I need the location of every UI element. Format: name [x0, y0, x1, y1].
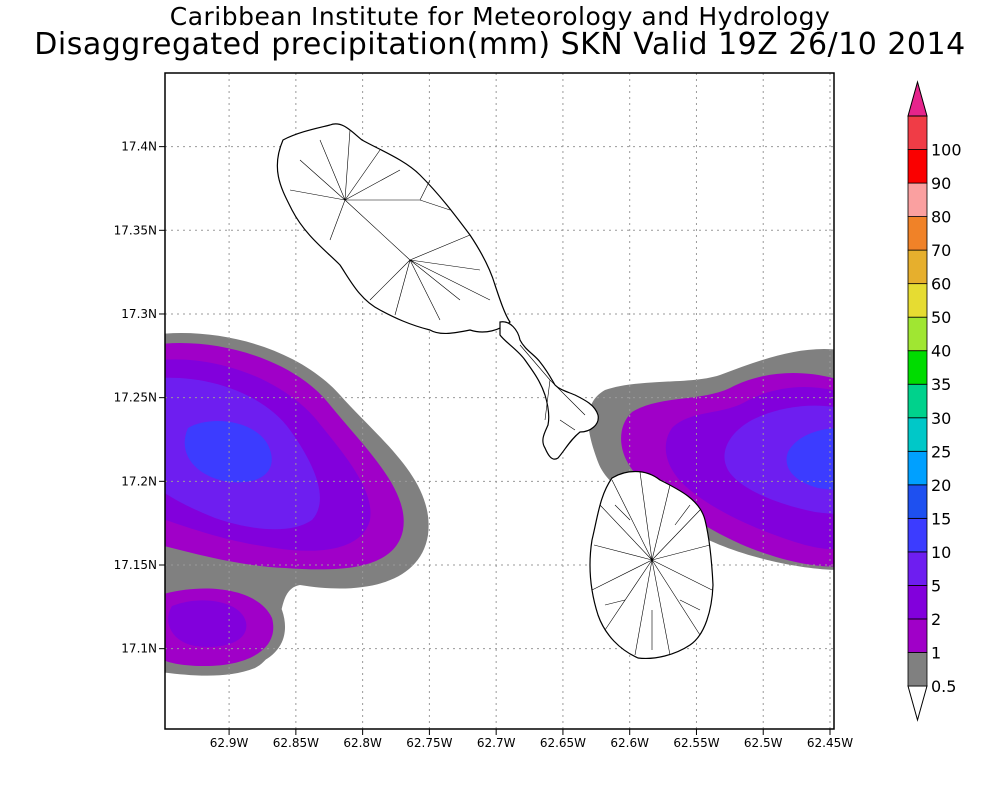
colorbar-band: [907, 517, 928, 553]
colorbar-label: 70: [931, 241, 951, 260]
colorbar-band: [907, 652, 928, 687]
y-tick-label: 17.1N: [121, 642, 157, 656]
colorbar-band: [907, 551, 928, 586]
precip-contour-sw-2: [168, 600, 247, 647]
colorbar-band: [907, 484, 928, 519]
y-tick-label: 17.4N: [121, 140, 157, 154]
colorbar-band: [907, 115, 928, 150]
island-nevis-drainage: [591, 471, 713, 656]
colorbar-band: [907, 585, 928, 620]
y-tick-label: 17.3N: [121, 307, 157, 321]
colorbar-band: [907, 316, 928, 352]
island-nevis: [589, 470, 714, 660]
colorbar-label: 15: [931, 509, 951, 528]
colorbar-band: [907, 149, 928, 184]
y-tick-label: 17.35N: [114, 223, 157, 237]
x-tick-label: 62.75W: [406, 736, 452, 750]
colorbar-band: [907, 417, 928, 452]
colorbar-under-triangle: [907, 685, 928, 722]
colorbar-over-triangle: [907, 80, 928, 117]
colorbar-label: 0.5: [931, 677, 956, 696]
colorbar-label: 10: [931, 543, 951, 562]
colorbar-label: 1: [931, 643, 941, 662]
x-tick-label: 62.85W: [273, 736, 319, 750]
colorbar-label: 90: [931, 174, 951, 193]
colorbar-band: [907, 216, 928, 251]
colorbar-band: [907, 383, 928, 419]
colorbar-label: 40: [931, 342, 951, 361]
colorbar-band: [907, 283, 928, 318]
map-title: Caribbean Institute for Meteorology and …: [169, 2, 831, 31]
colorbar-label: 100: [931, 141, 962, 160]
x-axis: 62.9W 62.85W 62.8W 62.75W 62.7W 62.65W 62.6W 62…: [210, 729, 853, 750]
colorbar-label: 80: [931, 208, 951, 227]
colorbar-label: 5: [931, 576, 941, 595]
colorbar-label: 20: [931, 476, 951, 495]
y-tick-label: 17.25N: [114, 391, 157, 405]
colorbar-band: [907, 450, 928, 486]
x-tick-label: 62.45W: [807, 736, 853, 750]
colorbar-band: [907, 182, 928, 217]
colorbar-label: 25: [931, 442, 951, 461]
x-tick-label: 62.55W: [673, 736, 719, 750]
x-tick-label: 62.7W: [477, 736, 516, 750]
x-tick-label: 62.9W: [210, 736, 249, 750]
y-tick-label: 17.15N: [114, 558, 157, 572]
colorbar-label: 35: [931, 375, 951, 394]
precip-contour-east-5: [724, 405, 834, 514]
x-tick-label: 62.8W: [343, 736, 382, 750]
colorbar-label: 2: [931, 610, 941, 629]
island-st-kitts-drainage: [289, 129, 586, 431]
colorbar-label: 30: [931, 409, 951, 428]
map-subtitle: Disaggregated precipitation(mm) SKN Vali…: [34, 27, 966, 62]
y-axis: 17.1N 17.15N 17.2N 17.25N 17.3N 17.35N 17.4N: [114, 140, 165, 656]
x-tick-label: 62.6W: [610, 736, 649, 750]
plot-frame: [164, 72, 835, 730]
x-tick-label: 62.5W: [744, 736, 783, 750]
precipitation-field: [165, 333, 834, 676]
colorbar-band: [907, 350, 928, 385]
colorbar-label: 50: [931, 308, 951, 327]
colorbar-band: [907, 249, 928, 285]
x-tick-label: 62.65W: [540, 736, 586, 750]
precip-contour-east-10: [786, 428, 834, 490]
y-tick-label: 17.2N: [121, 474, 157, 488]
colorbar-band: [907, 618, 928, 653]
precip-contour-west-10: [184, 421, 272, 483]
colorbar-label: 60: [931, 275, 951, 294]
